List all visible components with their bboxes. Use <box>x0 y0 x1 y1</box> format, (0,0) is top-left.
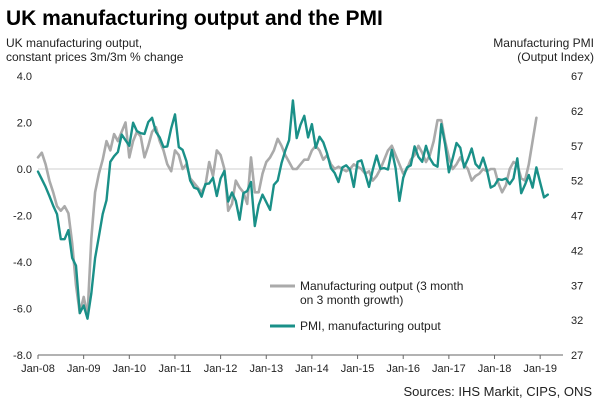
left-tick-label: -8.0 <box>13 350 32 362</box>
x-tick-label: Jan-13 <box>249 363 283 375</box>
x-tick-label: Jan-18 <box>478 363 512 375</box>
left-axis-ticks: 4.0 2.0 0.0 -2.0 -4.0 -6.0 -8.0 <box>13 71 32 362</box>
right-axis-ticks: 67 62 57 52 47 42 37 32 27 <box>571 71 583 362</box>
left-tick-label: -6.0 <box>13 304 32 316</box>
right-tick-label: 27 <box>571 350 583 362</box>
legend-label-manufacturing-output-line-2: on 3 month growth) <box>300 293 403 307</box>
series-line-manufacturing-output <box>36 116 538 317</box>
legend: Manufacturing output (3 month on 3 month… <box>270 279 463 333</box>
x-tick-label: Jan-11 <box>159 363 192 375</box>
x-tick-label: Jan-09 <box>67 363 101 375</box>
x-tick-label: Jan-14 <box>295 363 329 375</box>
source-note: Sources: IHS Markit, CIPS, ONS <box>403 384 592 399</box>
left-axis-label-line-2: constant prices 3m/3m % change <box>6 50 184 64</box>
x-tick-label: Jan-19 <box>523 363 557 375</box>
x-tick-label: Jan-12 <box>204 363 238 375</box>
right-tick-label: 62 <box>571 106 583 118</box>
x-axis-ticks: Jan-08 Jan-09 Jan-10 Jan-11 Jan-12 Jan-13 Jan-… <box>21 355 557 375</box>
right-tick-label: 47 <box>571 211 583 223</box>
right-tick-label: 37 <box>571 280 583 292</box>
left-tick-label: -4.0 <box>13 257 32 269</box>
left-tick-label: 2.0 <box>17 118 32 130</box>
x-tick-label: Jan-16 <box>386 363 420 375</box>
chart-title: UK manufacturing output and the PMI <box>6 7 383 30</box>
left-tick-label: 0.0 <box>17 164 32 176</box>
left-tick-label: -2.0 <box>13 211 32 223</box>
right-tick-label: 42 <box>571 245 583 257</box>
right-axis-label-line-1: Manufacturing PMI <box>493 36 594 50</box>
x-tick-label: Jan-15 <box>341 363 375 375</box>
legend-label-pmi: PMI, manufacturing output <box>300 319 441 333</box>
x-tick-label: Jan-10 <box>112 363 146 375</box>
left-tick-label: 4.0 <box>17 71 32 83</box>
right-tick-label: 57 <box>571 141 583 153</box>
legend-label-manufacturing-output-line-1: Manufacturing output (3 month <box>300 279 463 293</box>
right-tick-label: 32 <box>571 315 583 327</box>
series-layer <box>36 99 549 320</box>
x-tick-label: Jan-17 <box>432 363 466 375</box>
x-tick-label: Jan-08 <box>21 363 55 375</box>
left-axis-label-line-1: UK manufacturing output, <box>6 36 142 50</box>
right-tick-label: 67 <box>571 71 583 83</box>
series-line-pmi <box>36 99 549 320</box>
right-tick-label: 52 <box>571 176 583 188</box>
right-axis-label-line-2: (Output Index) <box>517 50 594 64</box>
